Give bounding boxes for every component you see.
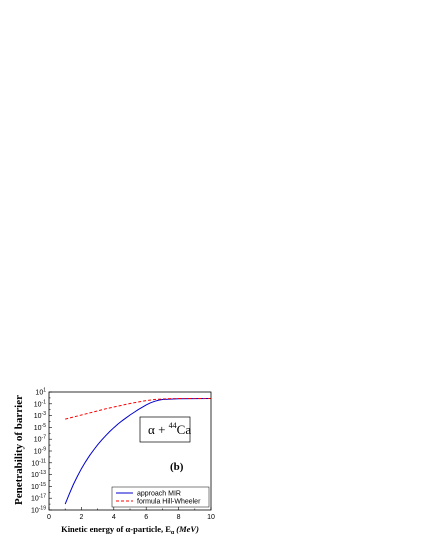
series-layer (64, 397, 212, 505)
legend-label-hill-wheeler: formula Hill-Wheeler (137, 499, 201, 506)
x-tick-label: 2 (79, 514, 83, 521)
y-tick-label: 101 (35, 388, 46, 397)
x-tick-label: 10 (207, 514, 215, 521)
y-tick-label: 10-13 (31, 470, 46, 479)
series-line-hill-wheeler (65, 397, 211, 420)
y-tick-label: 10-11 (31, 458, 46, 467)
y-tick-label: 10-7 (34, 435, 46, 444)
series-line-approach-mir (64, 397, 212, 505)
y-tick-label: 10-3 (34, 411, 46, 420)
y-tick-label: 10-15 (31, 482, 46, 491)
x-tick-label: 8 (177, 514, 181, 521)
y-axis-label: Penetrability of barrier (13, 395, 25, 505)
panel-label: (b) (170, 461, 184, 473)
x-tick-label: 6 (144, 514, 148, 521)
y-tick-label: 10-1 (34, 399, 46, 408)
y-tick-label: 10-5 (34, 423, 46, 432)
plot-frame (48, 391, 212, 511)
mass-number: 44 (169, 421, 177, 430)
legend-box (111, 486, 210, 508)
x-axis-label: Kinetic energy of α-particle, Eα (MeV) (61, 524, 199, 536)
plus-symbol: + (155, 422, 169, 437)
annotation-box (139, 416, 191, 443)
legend-label-approach-mir: approach MIR (137, 491, 181, 498)
y-axis-ticks: 101 10-1 10-3 10-5 10-7 10-9 10-11 10-13 10-15 10… (31, 388, 52, 515)
y-tick-label: 10-19 (31, 506, 46, 515)
x-tick-label: 4 (112, 514, 116, 521)
y-tick-label: 10-9 (34, 447, 46, 456)
reaction-annotation: α + 44Ca (148, 421, 191, 437)
alpha-symbol: α (148, 422, 155, 437)
x-tick-label: 0 (47, 514, 51, 521)
legend: approach MIR formula Hill-Wheeler (111, 486, 210, 508)
x-label-subscript: α (171, 530, 175, 536)
element-symbol: Ca (177, 422, 192, 437)
x-axis-ticks: 0 2 4 6 8 10 (47, 507, 215, 521)
y-tick-label: 10-17 (31, 494, 46, 503)
alpha-glyph: α (126, 524, 131, 534)
